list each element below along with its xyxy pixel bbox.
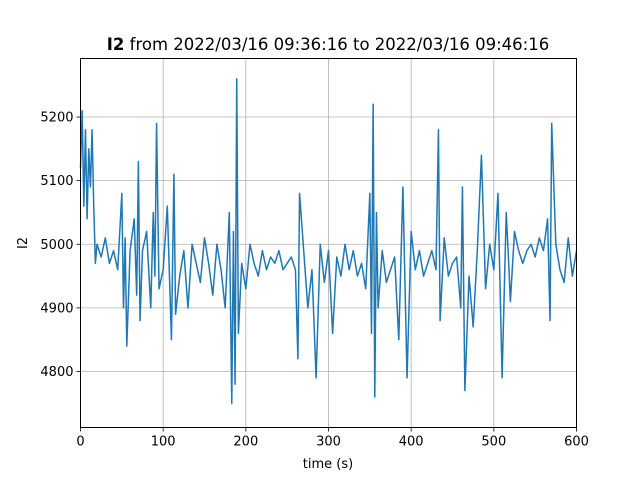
x-tick-label: 600	[564, 435, 589, 450]
x-tick-label: 500	[481, 435, 506, 450]
x-tick-label: 300	[316, 435, 341, 450]
series-line	[79, 78, 578, 405]
x-tick-label: 200	[233, 435, 258, 450]
chart-title: I2 from 2022/03/16 09:36:16 to 2022/03/1…	[107, 35, 549, 54]
y-tick-label: 4800	[40, 365, 73, 380]
y-tick-label: 4900	[40, 301, 73, 316]
y-tick-label: 5000	[40, 238, 73, 253]
y-tick-label: 5100	[40, 174, 73, 189]
y-tick-label: 5200	[40, 111, 73, 126]
x-axis: 0 100 200 300 400 500 600	[76, 427, 589, 450]
y-axis-label: I2	[16, 237, 31, 249]
x-tick-label: 100	[151, 435, 176, 450]
y-axis: 4800 4900 5000 5100 5200	[40, 111, 81, 380]
x-tick-label: 400	[399, 435, 424, 450]
x-axis-label: time (s)	[303, 457, 353, 472]
series-group	[79, 78, 578, 405]
x-tick-label: 0	[76, 435, 84, 450]
